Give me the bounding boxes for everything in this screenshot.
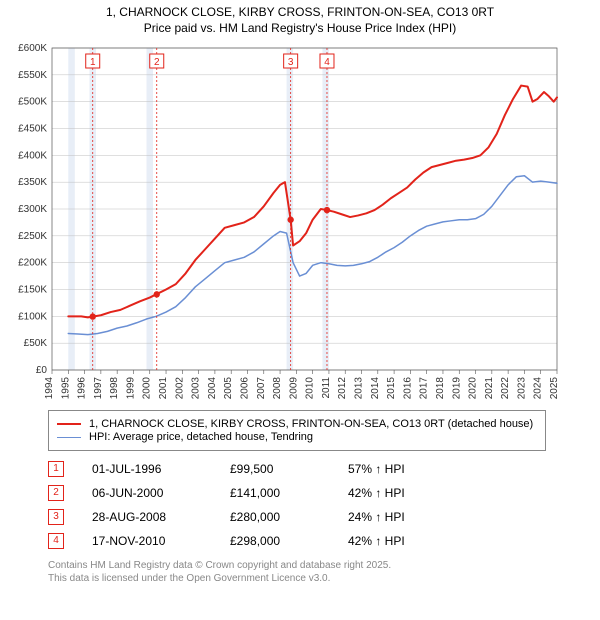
svg-text:2015: 2015 — [386, 377, 397, 400]
chart-titles: 1, CHARNOCK CLOSE, KIRBY CROSS, FRINTON-… — [8, 4, 592, 36]
svg-text:2022: 2022 — [500, 377, 511, 400]
footer-line-1: Contains HM Land Registry data © Crown c… — [48, 559, 592, 572]
sale-row: 2 06-JUN-2000 £141,000 42% ↑ HPI — [48, 485, 592, 501]
svg-text:2006: 2006 — [239, 377, 250, 400]
sale-pct: 42% ↑ HPI — [348, 534, 458, 548]
legend-box: 1, CHARNOCK CLOSE, KIRBY CROSS, FRINTON-… — [48, 410, 546, 451]
sale-marker: 2 — [48, 485, 64, 501]
sale-price: £280,000 — [230, 510, 320, 524]
svg-text:£150K: £150K — [18, 285, 47, 296]
svg-text:2019: 2019 — [451, 377, 462, 400]
svg-text:1998: 1998 — [109, 377, 120, 400]
svg-text:2020: 2020 — [468, 377, 479, 400]
svg-text:£50K: £50K — [24, 339, 48, 350]
svg-text:2002: 2002 — [174, 377, 185, 400]
sale-date: 17-NOV-2010 — [92, 534, 202, 548]
svg-text:2018: 2018 — [435, 377, 446, 400]
sale-price: £99,500 — [230, 462, 320, 476]
sale-row: 4 17-NOV-2010 £298,000 42% ↑ HPI — [48, 533, 592, 549]
svg-text:1: 1 — [90, 57, 96, 68]
legend-label: HPI: Average price, detached house, Tend… — [89, 431, 313, 443]
svg-text:£300K: £300K — [18, 204, 47, 215]
svg-text:2000: 2000 — [142, 377, 153, 400]
svg-text:£200K: £200K — [18, 258, 47, 269]
sale-pct: 24% ↑ HPI — [348, 510, 458, 524]
sale-pct: 57% ↑ HPI — [348, 462, 458, 476]
svg-text:2012: 2012 — [337, 377, 348, 400]
svg-text:2025: 2025 — [549, 377, 560, 400]
svg-text:2016: 2016 — [402, 377, 413, 400]
legend-label: 1, CHARNOCK CLOSE, KIRBY CROSS, FRINTON-… — [89, 418, 533, 430]
svg-text:£500K: £500K — [18, 97, 47, 108]
sales-list: 1 01-JUL-1996 £99,500 57% ↑ HPI 2 06-JUN-2000… — [48, 461, 592, 549]
svg-text:1994: 1994 — [44, 377, 55, 400]
svg-text:£100K: £100K — [18, 312, 47, 323]
sale-price: £141,000 — [230, 486, 320, 500]
svg-text:2010: 2010 — [305, 377, 316, 400]
svg-text:£450K: £450K — [18, 124, 47, 135]
legend-item: 1, CHARNOCK CLOSE, KIRBY CROSS, FRINTON-… — [57, 418, 537, 430]
svg-text:£400K: £400K — [18, 151, 47, 162]
svg-text:1996: 1996 — [77, 377, 88, 400]
title-line-2: Price paid vs. HM Land Registry's House … — [8, 20, 592, 36]
svg-text:2017: 2017 — [419, 377, 430, 400]
sale-date: 28-AUG-2008 — [92, 510, 202, 524]
svg-text:2: 2 — [154, 57, 160, 68]
svg-text:2008: 2008 — [272, 377, 283, 400]
sale-pct: 42% ↑ HPI — [348, 486, 458, 500]
svg-text:£600K: £600K — [18, 43, 47, 54]
svg-text:2007: 2007 — [256, 377, 267, 400]
svg-text:2001: 2001 — [158, 377, 169, 400]
svg-text:2024: 2024 — [533, 377, 544, 400]
sale-marker: 4 — [48, 533, 64, 549]
sale-date: 01-JUL-1996 — [92, 462, 202, 476]
chart-area: £0 £50K £100K £150K £200K £250K £300K £350K £400… — [8, 42, 563, 402]
svg-text:2009: 2009 — [288, 377, 299, 400]
svg-text:£250K: £250K — [18, 231, 47, 242]
svg-text:1999: 1999 — [125, 377, 136, 400]
title-line-1: 1, CHARNOCK CLOSE, KIRBY CROSS, FRINTON-… — [8, 4, 592, 20]
svg-text:2003: 2003 — [191, 377, 202, 400]
svg-text:£550K: £550K — [18, 70, 47, 81]
sale-row: 3 28-AUG-2008 £280,000 24% ↑ HPI — [48, 509, 592, 525]
legend-item: HPI: Average price, detached house, Tend… — [57, 431, 537, 443]
sale-row: 1 01-JUL-1996 £99,500 57% ↑ HPI — [48, 461, 592, 477]
legend-swatch — [57, 423, 81, 425]
svg-text:£0: £0 — [36, 365, 48, 376]
svg-text:3: 3 — [288, 57, 294, 68]
svg-text:2014: 2014 — [370, 377, 381, 400]
sale-marker: 3 — [48, 509, 64, 525]
footer-attribution: Contains HM Land Registry data © Crown c… — [48, 559, 592, 585]
svg-text:2021: 2021 — [484, 377, 495, 400]
svg-text:4: 4 — [324, 57, 330, 68]
svg-text:2011: 2011 — [321, 377, 332, 399]
svg-text:2004: 2004 — [207, 377, 218, 400]
price-chart: £0 £50K £100K £150K £200K £250K £300K £350K £400… — [8, 42, 563, 402]
sale-marker: 1 — [48, 461, 64, 477]
legend-swatch — [57, 437, 81, 438]
sale-price: £298,000 — [230, 534, 320, 548]
svg-text:2005: 2005 — [223, 377, 234, 400]
svg-text:2013: 2013 — [354, 377, 365, 400]
sale-date: 06-JUN-2000 — [92, 486, 202, 500]
svg-text:£350K: £350K — [18, 178, 47, 189]
svg-text:1995: 1995 — [60, 377, 71, 400]
footer-line-2: This data is licensed under the Open Gov… — [48, 572, 592, 585]
svg-text:1997: 1997 — [93, 377, 104, 400]
svg-text:2023: 2023 — [516, 377, 527, 400]
